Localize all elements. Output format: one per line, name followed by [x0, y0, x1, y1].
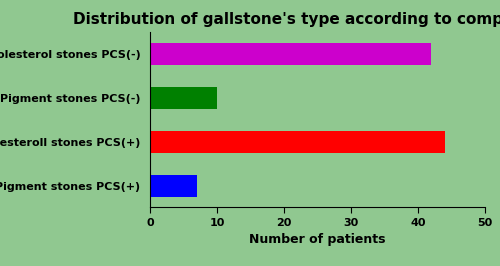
Bar: [150, 87, 217, 109]
Bar: [150, 174, 197, 197]
Bar: [150, 43, 432, 65]
Title: Distribution of gallstone's type according to composition: Distribution of gallstone's type accordi…: [74, 12, 500, 27]
X-axis label: Number of patients: Number of patients: [249, 234, 386, 247]
Bar: [150, 131, 445, 153]
